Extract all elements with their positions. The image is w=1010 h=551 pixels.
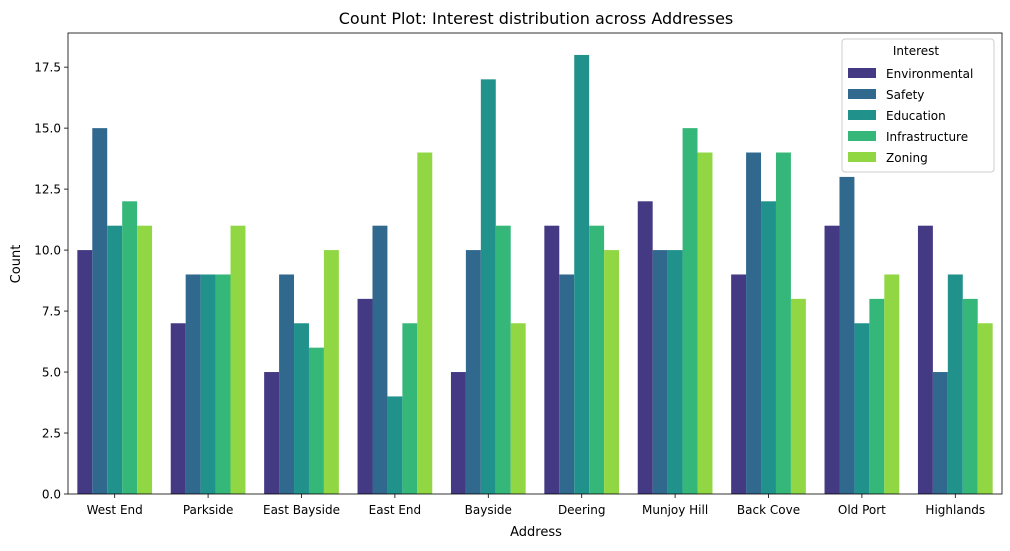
bar-back-cove-infrastructure — [775, 152, 791, 494]
bar-munjoy-hill-education — [667, 250, 683, 494]
bar-bayside-zoning — [510, 323, 526, 494]
bar-east-bayside-safety — [279, 274, 295, 494]
bar-west-end-infrastructure — [122, 201, 138, 495]
bar-old-port-safety — [839, 176, 855, 494]
bar-munjoy-hill-environmental — [637, 201, 653, 495]
legend-swatch-zoning — [848, 152, 876, 162]
bar-bayside-environmental — [450, 372, 466, 494]
y-tick-label: 7.5 — [42, 305, 61, 319]
y-axis-label: Count — [9, 245, 24, 284]
bar-back-cove-education — [761, 201, 776, 495]
bar-west-end-safety — [92, 128, 108, 494]
legend-label-environmental: Environmental — [886, 67, 973, 81]
legend-swatch-safety — [848, 89, 876, 99]
y-tick-label: 5.0 — [42, 366, 61, 380]
legend-swatch-environmental — [848, 68, 876, 78]
legend-label-safety: Safety — [886, 88, 924, 102]
bar-deering-safety — [559, 274, 575, 494]
bar-old-port-education — [854, 323, 870, 494]
bars-group — [77, 54, 993, 495]
axes-group: 0.0 2.5 5.0 7.5 10.0 12.5 15.0 17.5 West End Park… — [34, 32, 1003, 517]
bar-west-end-environmental — [77, 250, 93, 494]
bar-old-port-zoning — [884, 274, 900, 494]
bar-back-cove-environmental — [731, 274, 747, 494]
x-tick-label: West End — [87, 503, 143, 517]
bar-east-bayside-education — [294, 323, 309, 494]
bar-old-port-infrastructure — [869, 298, 885, 494]
bar-deering-environmental — [544, 225, 560, 494]
bar-highlands-environmental — [917, 225, 933, 494]
legend-swatch-education — [848, 110, 876, 120]
y-tick-label: 2.5 — [42, 427, 61, 441]
bar-highlands-zoning — [977, 323, 993, 494]
bar-west-end-zoning — [137, 225, 153, 494]
bar-back-cove-safety — [746, 152, 762, 494]
bar-munjoy-hill-infrastructure — [682, 128, 698, 494]
bar-parkside-environmental — [170, 323, 186, 494]
bar-west-end-education — [107, 225, 123, 494]
y-tick-label: 17.5 — [34, 61, 61, 75]
bar-bayside-infrastructure — [495, 225, 511, 494]
bar-munjoy-hill-zoning — [697, 152, 713, 494]
bar-highlands-infrastructure — [962, 298, 978, 494]
x-tick-label: Munjoy Hill — [642, 503, 708, 517]
x-tick-label: Parkside — [183, 503, 234, 517]
chart-title: Count Plot: Interest distribution across… — [339, 9, 734, 28]
bar-old-port-environmental — [824, 225, 840, 494]
legend-box — [841, 38, 995, 173]
x-tick-label: Bayside — [465, 503, 512, 517]
plot-frame — [67, 32, 1003, 495]
bar-parkside-education — [200, 274, 216, 494]
bar-highlands-safety — [932, 372, 948, 494]
bar-parkside-safety — [185, 274, 201, 494]
x-tick-label: Old Port — [838, 503, 886, 517]
bar-bayside-safety — [465, 250, 481, 494]
bar-parkside-zoning — [230, 225, 246, 494]
bar-deering-zoning — [604, 250, 620, 494]
legend-title: Interest — [893, 44, 940, 58]
y-tick-label: 15.0 — [34, 122, 61, 136]
legend-label-education: Education — [886, 109, 946, 123]
x-tick-label: Highlands — [925, 503, 985, 517]
bar-east-end-zoning — [417, 152, 433, 494]
bar-east-bayside-zoning — [323, 250, 339, 494]
legend-label-infrastructure: Infrastructure — [886, 130, 968, 144]
bar-east-end-education — [387, 396, 403, 494]
legend-label-zoning: Zoning — [886, 151, 928, 165]
y-tick-label: 12.5 — [34, 183, 61, 197]
bar-east-end-infrastructure — [402, 323, 418, 494]
legend-swatch-infrastructure — [848, 131, 876, 141]
bar-parkside-infrastructure — [215, 274, 231, 494]
x-tick-label: East Bayside — [263, 503, 340, 517]
y-tick-label: 10.0 — [34, 244, 61, 258]
bar-deering-infrastructure — [589, 225, 605, 494]
y-tick-label: 0.0 — [42, 488, 61, 502]
x-tick-label: Back Cove — [737, 503, 800, 517]
bar-deering-education — [574, 54, 590, 494]
bar-munjoy-hill-safety — [652, 250, 668, 494]
x-tick-label: Deering — [558, 503, 606, 517]
bar-east-bayside-environmental — [264, 372, 280, 494]
x-tick-label: East End — [369, 503, 422, 517]
bar-east-end-safety — [372, 225, 388, 494]
bar-back-cove-zoning — [790, 298, 806, 494]
x-axis-label: Address — [510, 525, 562, 540]
bar-highlands-education — [947, 274, 963, 494]
bar-bayside-education — [480, 79, 496, 494]
legend: Interest Environmental Safety Education Infr… — [841, 38, 995, 173]
bar-east-bayside-infrastructure — [308, 347, 324, 494]
bar-east-end-environmental — [357, 298, 373, 494]
